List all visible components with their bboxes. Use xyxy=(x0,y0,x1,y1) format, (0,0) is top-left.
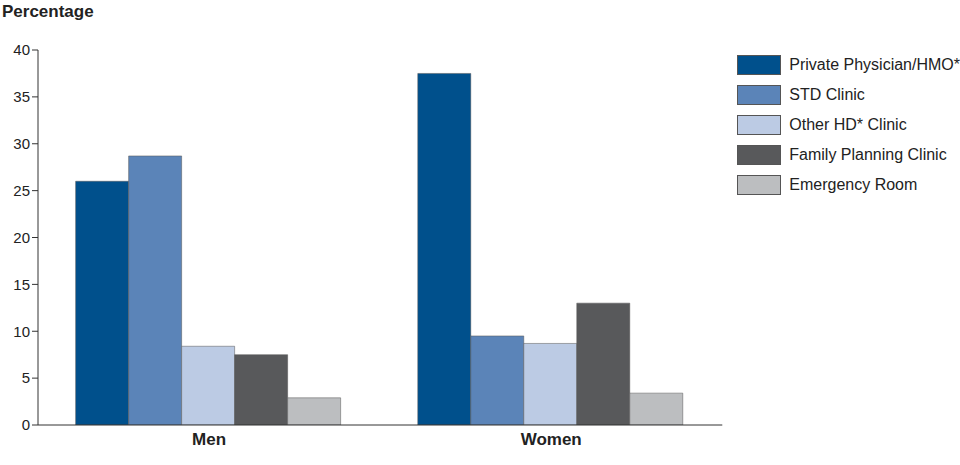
html-text:Emergency Room: Emergency Room xyxy=(789,176,918,193)
svg-text:20: 20 xyxy=(13,229,30,246)
svg-text:40: 40 xyxy=(13,41,30,58)
svg-text:30: 30 xyxy=(13,135,30,152)
svg-text:5: 5 xyxy=(22,369,30,386)
html-text:Other HD* Clinic: Other HD* Clinic xyxy=(789,116,907,133)
svg-text:10: 10 xyxy=(13,323,30,340)
html-text:Family Planning Clinic: Family Planning Clinic xyxy=(789,146,947,163)
html-text:STD Clinic: STD Clinic xyxy=(789,86,865,103)
svg-text:Women: Women xyxy=(521,430,582,449)
svg-text:Men: Men xyxy=(192,430,226,449)
svg-text:35: 35 xyxy=(13,88,30,105)
svg-text:15: 15 xyxy=(13,276,30,293)
svg-text:25: 25 xyxy=(13,182,30,199)
html-text:Private Physician/HMO*: Private Physician/HMO* xyxy=(789,56,960,73)
svg-text:0: 0 xyxy=(22,416,30,433)
html-text:Percentage: Percentage xyxy=(2,2,94,21)
